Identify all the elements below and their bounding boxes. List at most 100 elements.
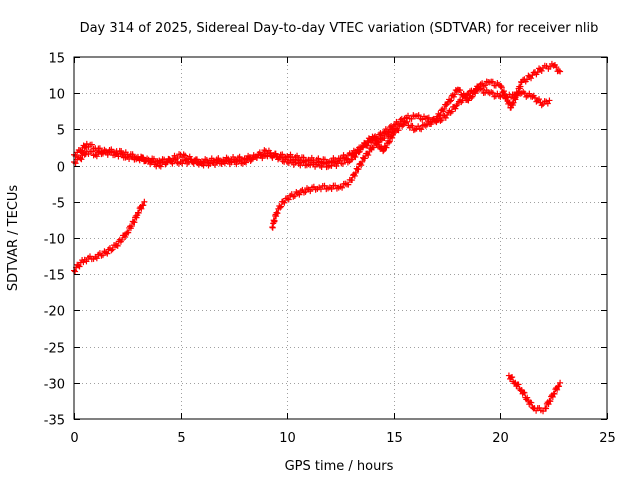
- data-marker: [355, 166, 362, 173]
- data-marker: [383, 144, 390, 151]
- data-marker: [99, 252, 106, 259]
- data-marker: [267, 149, 274, 156]
- data-point: [546, 97, 553, 104]
- data-marker: [510, 99, 517, 106]
- data-marker: [302, 188, 309, 195]
- y-tick-label: -30: [44, 378, 65, 393]
- data-marker: [547, 63, 554, 70]
- data-marker: [524, 394, 531, 401]
- data-marker: [556, 383, 563, 390]
- data-marker: [503, 93, 510, 100]
- data-marker: [479, 86, 486, 93]
- data-marker: [328, 186, 335, 193]
- data-marker: [447, 97, 454, 104]
- data-marker: [339, 184, 346, 191]
- data-series: [71, 60, 564, 415]
- data-marker: [528, 75, 535, 82]
- x-tick-label: 10: [279, 431, 296, 446]
- data-marker: [554, 386, 561, 393]
- data-point: [77, 148, 84, 155]
- data-marker: [358, 162, 365, 169]
- data-marker: [93, 153, 100, 160]
- plot-frame: [73, 56, 608, 420]
- series-arc-2: [269, 126, 397, 231]
- data-marker: [253, 154, 260, 161]
- y-tick-label: 10: [48, 88, 65, 103]
- data-marker: [104, 150, 111, 157]
- data-marker: [514, 90, 521, 97]
- y-tick-label: -5: [52, 197, 65, 212]
- data-marker: [122, 233, 129, 240]
- data-marker: [278, 203, 285, 210]
- data-marker: [451, 91, 458, 98]
- data-marker: [404, 118, 411, 125]
- data-marker: [441, 105, 448, 112]
- data-marker: [540, 408, 547, 415]
- data-marker: [118, 236, 125, 243]
- series-arc-1: [71, 198, 148, 275]
- data-point: [113, 242, 120, 249]
- data-marker: [291, 193, 298, 200]
- data-marker: [389, 134, 396, 141]
- data-marker: [225, 158, 232, 165]
- data-marker: [339, 160, 346, 167]
- data-marker: [482, 82, 489, 89]
- data-marker: [395, 127, 402, 134]
- x-tick-label: 5: [177, 431, 185, 446]
- data-marker: [438, 116, 445, 123]
- x-tick-label: 0: [70, 431, 78, 446]
- data-marker: [437, 112, 444, 119]
- data-marker: [509, 374, 516, 381]
- data-marker: [359, 158, 366, 165]
- data-marker: [402, 119, 409, 126]
- data-point: [358, 144, 365, 151]
- data-marker: [321, 182, 328, 189]
- data-marker: [543, 405, 550, 412]
- data-marker: [432, 118, 439, 125]
- data-marker: [83, 258, 90, 265]
- data-marker: [277, 204, 284, 211]
- data-marker: [131, 219, 138, 226]
- data-marker: [517, 83, 524, 90]
- data-marker: [114, 242, 121, 249]
- data-marker: [356, 148, 363, 155]
- y-tick-label: -20: [44, 305, 65, 320]
- data-marker: [544, 100, 551, 107]
- data-marker: [447, 98, 454, 105]
- data-marker: [363, 141, 370, 148]
- data-marker: [448, 108, 455, 115]
- data-point: [422, 122, 429, 129]
- data-marker: [521, 389, 528, 396]
- data-marker: [300, 158, 307, 165]
- data-marker: [272, 150, 279, 157]
- data-point: [390, 126, 397, 133]
- data-marker: [296, 191, 303, 198]
- data-marker: [551, 390, 558, 397]
- data-marker: [365, 152, 372, 159]
- data-marker: [428, 120, 435, 127]
- data-marker: [182, 152, 189, 159]
- y-axis-label: SDTVAR / TECUs: [6, 185, 21, 292]
- data-marker: [469, 93, 476, 100]
- data-marker: [500, 88, 507, 95]
- data-marker: [307, 188, 314, 195]
- data-marker: [524, 76, 531, 83]
- data-marker: [93, 255, 100, 262]
- data-marker: [385, 132, 392, 139]
- data-point: [273, 209, 280, 216]
- data-marker: [489, 89, 496, 96]
- x-tick-label: 20: [492, 431, 509, 446]
- data-marker: [547, 398, 554, 405]
- data-marker: [498, 84, 505, 91]
- data-marker: [128, 223, 135, 230]
- data-marker: [259, 151, 266, 158]
- data-marker: [381, 135, 388, 142]
- data-marker: [452, 105, 459, 112]
- data-marker: [415, 112, 422, 119]
- data-marker: [150, 157, 157, 164]
- data-marker: [532, 94, 539, 101]
- data-marker: [315, 159, 322, 166]
- data-point: [529, 93, 536, 100]
- data-marker: [168, 158, 175, 165]
